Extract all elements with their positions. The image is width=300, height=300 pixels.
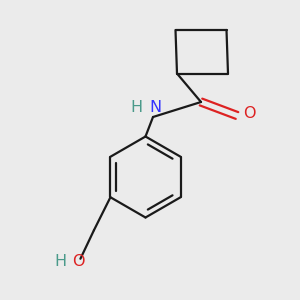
- Text: O: O: [72, 254, 85, 269]
- Text: H: H: [55, 254, 67, 269]
- Text: O: O: [243, 106, 256, 121]
- Text: N: N: [149, 100, 161, 115]
- Text: H: H: [130, 100, 142, 115]
